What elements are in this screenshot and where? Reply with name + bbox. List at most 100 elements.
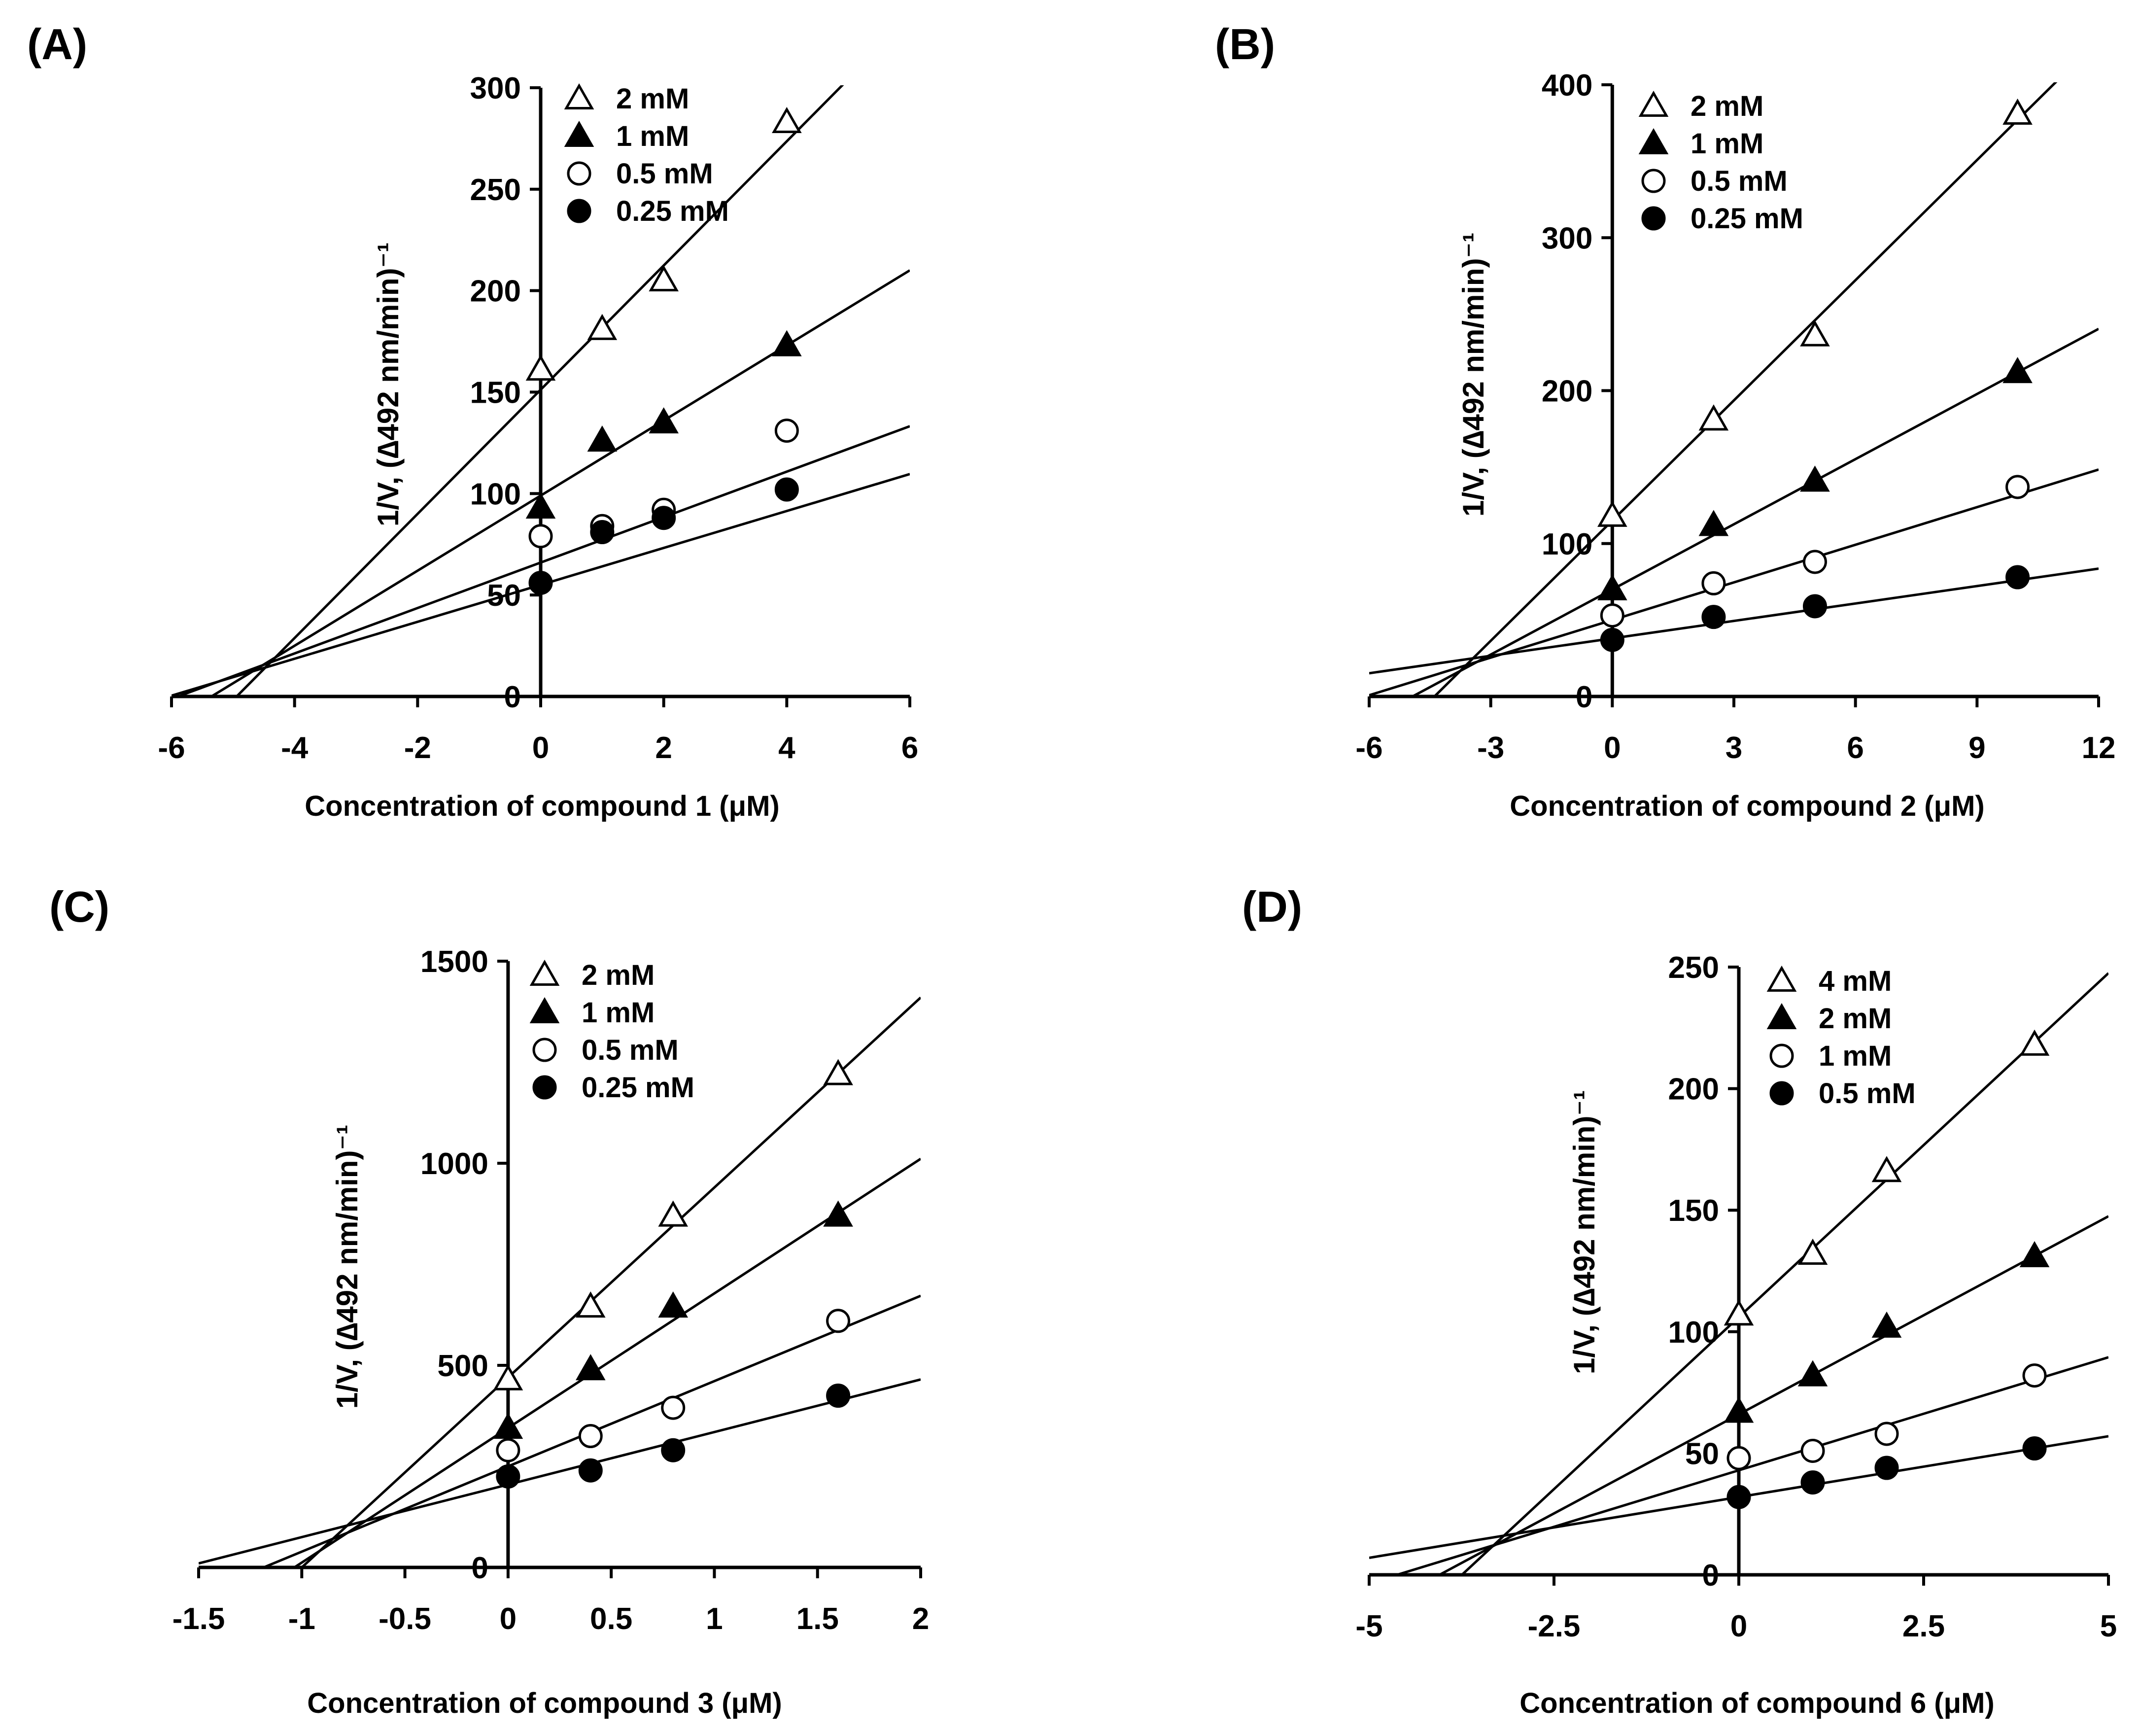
- panel-b-legend-marker-3: [1641, 169, 1666, 193]
- panel-label-b: (B): [1215, 20, 1275, 69]
- panel-b-series-2-point-1: [1597, 574, 1627, 600]
- panel-c-legend-label-2: 1 mM: [582, 997, 655, 1029]
- panel-b-series-3-point-2: [1701, 571, 1726, 595]
- panel-d-series-1-point-2: [1797, 1238, 1828, 1265]
- panel-a-x-tick-label-4: 0: [532, 731, 549, 765]
- panel-c-series-2-point-2: [575, 1354, 606, 1381]
- panel-c-fit-line-4: [199, 1378, 921, 1565]
- panel-c-series-4-point-2: [578, 1458, 603, 1483]
- panel-c-series-2-point-3: [658, 1291, 689, 1318]
- panel-a-legend-label-4: 0.25 mM: [616, 195, 729, 227]
- panel-c-x-tick-label-3: -0.5: [379, 1602, 431, 1636]
- panel-c-series-2-point-1: [493, 1413, 523, 1439]
- panel-d-series-3-point-2: [1800, 1438, 1825, 1463]
- panel-d-legend-label-1: 4 mM: [1819, 965, 1892, 997]
- panel-d-x-axis-label: Concentration of compound 6 (μM): [1519, 1687, 1994, 1719]
- panel-a-legend-marker-2: [564, 120, 594, 147]
- panel-b-series-3-point-3: [1802, 550, 1827, 574]
- panel-a-series-4-point-1: [528, 570, 553, 595]
- panel-b-x-tick-label-5: 6: [1847, 731, 1864, 765]
- panel-a-x-tick-label-6: 4: [778, 731, 795, 765]
- panel-c-x-axis-label: Concentration of compound 3 (μM): [307, 1687, 782, 1719]
- panel-b-series-3-point-1: [1600, 603, 1624, 628]
- panel-c-x-tick-label-2: -1: [288, 1602, 315, 1636]
- panel-c-legend-marker-2: [529, 997, 560, 1023]
- panel-d-series-4-point-3: [1874, 1456, 1899, 1480]
- panel-b-plot: -6 -3 0 3 6 9 12 0 100 200 300 400 2 mM 1 mM 0.5 mM 0.2…: [1355, 69, 2115, 765]
- panel-b-fit-line-3: [1369, 468, 2099, 696]
- panel-a-series-2-point-3: [649, 407, 679, 434]
- panel-d-y-tick-label-3: 100: [1668, 1316, 1719, 1350]
- panel-b: (B) Concentration of compound 2 (μM) 1/V…: [1215, 20, 2115, 822]
- panel-c-x-tick-label-8: 2: [912, 1602, 929, 1636]
- panel-a-x-axis-label: Concentration of compound 1 (μM): [305, 790, 779, 822]
- panel-c-fit-line-1: [301, 996, 921, 1567]
- panel-d-x-tick-label-2: -2.5: [1528, 1609, 1581, 1643]
- panel-a-y-tick-label-3: 100: [470, 477, 521, 511]
- panel-d-fit-line-2: [1439, 1215, 2108, 1575]
- panel-a-legend-label-3: 0.5 mM: [616, 158, 713, 190]
- panel-c-legend-marker-3: [532, 1038, 557, 1062]
- panel-b-y-tick-label-3: 200: [1542, 375, 1592, 409]
- panel-a-legend-marker-3: [567, 161, 591, 186]
- panel-b-y-tick-label-5: 400: [1542, 69, 1592, 103]
- panel-d-series-2-point-2: [1797, 1360, 1828, 1387]
- panel-d-x-tick-label-5: 5: [2100, 1609, 2117, 1643]
- panel-d-series-2-point-1: [1724, 1396, 1754, 1423]
- panel-c-legend-marker-4: [532, 1075, 557, 1100]
- panel-d-series-1-point-4: [2019, 1029, 2050, 1056]
- panel-b-fit-line-2: [1412, 327, 2099, 696]
- panel-d-x-tick-label-4: 2.5: [1902, 1609, 1945, 1643]
- panel-d-series-3-point-1: [1726, 1446, 1751, 1470]
- panel-d-legend-marker-1: [1766, 965, 1797, 992]
- panel-a-legend-label-2: 1 mM: [616, 120, 689, 152]
- panel-a-fit-line-1: [236, 85, 844, 696]
- panel-b-legend-label-3: 0.5 mM: [1691, 165, 1788, 197]
- panel-c-legend-marker-1: [529, 959, 560, 986]
- panel-c-series-4-point-1: [496, 1464, 520, 1489]
- panel-b-legend-label-1: 2 mM: [1691, 90, 1763, 122]
- panel-b-legend-marker-4: [1641, 206, 1666, 231]
- panel-c-legend-label-4: 0.25 mM: [582, 1072, 694, 1104]
- panel-b-x-tick-label-6: 9: [1968, 731, 1985, 765]
- panel-d-y-tick-label-1: 0: [1702, 1559, 1719, 1593]
- panel-a-y-tick-label-1: 0: [504, 680, 521, 714]
- panel-d-legend-marker-3: [1769, 1043, 1794, 1068]
- panel-d-y-tick-label-2: 50: [1685, 1437, 1719, 1471]
- panel-b-x-axis-label: Concentration of compound 2 (μM): [1510, 790, 1984, 822]
- panel-c-series-4-point-3: [661, 1438, 686, 1462]
- panel-b-series-4-point-4: [2005, 565, 2030, 590]
- panel-a-legend-marker-1: [564, 83, 594, 109]
- panel-a-series-2-point-4: [772, 330, 802, 356]
- panel-c-series-2-point-4: [823, 1200, 853, 1227]
- panel-b-x-tick-label-2: -3: [1477, 731, 1504, 765]
- panel-c-series-1-point-1: [493, 1364, 523, 1390]
- panel-a-y-tick-label-6: 250: [470, 173, 521, 207]
- panel-c-legend-label-1: 2 mM: [582, 959, 655, 991]
- panel-b-legend-marker-1: [1638, 90, 1669, 117]
- panel-c-series-1-point-3: [658, 1200, 689, 1227]
- panel-label-c: (C): [49, 882, 109, 931]
- panel-b-y-tick-label-2: 100: [1542, 527, 1592, 561]
- panel-a-series-2-point-2: [587, 425, 618, 452]
- panel-b-series-4-point-1: [1600, 627, 1624, 652]
- panel-c-series-3-point-2: [578, 1424, 603, 1448]
- panel-c-x-tick-label-4: 0: [500, 1602, 517, 1636]
- panel-b-legend-label-4: 0.25 mM: [1691, 203, 1803, 235]
- panel-d-y-tick-label-5: 200: [1668, 1073, 1719, 1107]
- panel-d-y-tick-label-6: 250: [1668, 951, 1719, 985]
- panel-d-legend-label-4: 0.5 mM: [1819, 1077, 1916, 1110]
- panel-b-y-tick-label-1: 0: [1576, 680, 1592, 714]
- panel-d-series-3-point-3: [1874, 1422, 1899, 1446]
- panel-a-series-1-point-2: [587, 313, 618, 340]
- panel-d-series-4-point-4: [2022, 1436, 2047, 1461]
- panel-d-x-tick-label-3: 0: [1730, 1609, 1747, 1643]
- panel-b-x-tick-label-3: 0: [1604, 731, 1621, 765]
- panel-d-fit-line-3: [1396, 1356, 2108, 1575]
- panel-label-d: (D): [1242, 882, 1302, 931]
- panel-a-y-tick-label-2: 50: [487, 579, 521, 613]
- panel-c-y-axis-label: 1/V, (∆492 nm/min)⁻¹: [331, 1125, 364, 1409]
- panel-b-series-1-point-1: [1597, 500, 1627, 527]
- panel-a-fit-line-2: [210, 269, 910, 696]
- panel-a-x-tick-label-1: -6: [158, 731, 185, 765]
